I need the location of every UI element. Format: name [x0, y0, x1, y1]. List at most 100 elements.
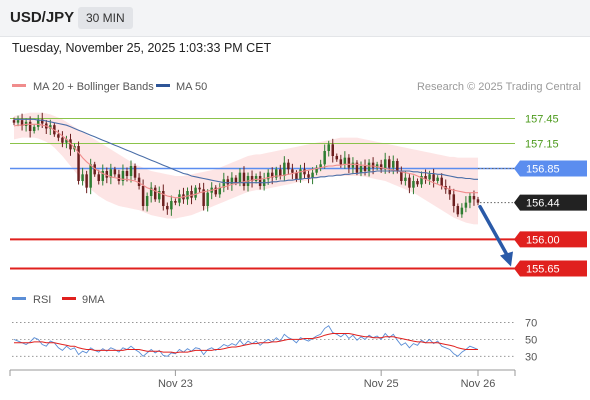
candle-body	[20, 120, 24, 126]
candle-body	[85, 174, 88, 188]
legend-swatch-ma50	[156, 84, 170, 87]
level-label-156.44: 156.44	[526, 198, 560, 210]
candle-body	[311, 172, 314, 178]
candle-body	[186, 191, 189, 200]
timestamp: Tuesday, November 25, 2025 1:03:33 PM CE…	[12, 41, 272, 55]
candle-body	[250, 176, 254, 181]
candle-body	[89, 164, 92, 188]
candle-body	[141, 186, 145, 206]
candle-body	[327, 144, 330, 151]
level-tag-bg-156.00	[514, 231, 587, 248]
candle-body	[303, 169, 306, 175]
candle-body	[129, 166, 133, 176]
candle-body	[319, 164, 322, 168]
time-axis: Nov 23 Nov 25 Nov 26	[9, 369, 516, 390]
candle-body	[275, 169, 278, 178]
rsi-tick-label: 30	[525, 351, 537, 363]
rsi-tick-label: 50	[525, 334, 537, 346]
candle-body	[28, 121, 32, 131]
candle-body	[77, 146, 80, 181]
candle-body	[170, 201, 173, 210]
legend-ma20: MA 20 + Bollinger Bands	[33, 81, 154, 93]
candle-body	[404, 177, 407, 181]
candle-body	[440, 177, 443, 186]
candle-body	[158, 191, 161, 200]
candle-body	[222, 179, 226, 188]
candle-body	[133, 166, 137, 178]
level-label-156.85: 156.85	[526, 164, 560, 176]
candle-body	[416, 181, 419, 185]
candle-body	[214, 187, 217, 195]
candle-body	[101, 171, 105, 181]
candle-body	[121, 171, 125, 181]
candle-body	[383, 159, 387, 170]
symbol-title: USD/JPY	[10, 9, 75, 26]
candle-body	[363, 166, 367, 171]
candle-body	[351, 162, 355, 168]
rsi-panel: 70 50 30	[12, 317, 537, 363]
candle-body	[299, 169, 302, 180]
research-credit: Research © 2025 Trading Central	[417, 81, 581, 93]
candle-body	[343, 157, 347, 165]
candle-body	[287, 162, 290, 170]
candle-body	[194, 187, 197, 198]
candle-body	[109, 169, 113, 178]
candle-body	[460, 207, 464, 215]
chart-header: USD/JPY 30 MIN	[0, 0, 590, 37]
candle-body	[266, 172, 270, 180]
candle-body	[392, 161, 395, 168]
candle-body	[93, 164, 96, 175]
candle-body	[61, 137, 64, 143]
candle-body	[16, 120, 20, 123]
interval-badge[interactable]: 30 MIN	[78, 7, 133, 29]
candle-body	[270, 172, 274, 178]
candle-body	[12, 120, 16, 123]
candle-body	[57, 134, 60, 138]
level-label-157.15: 157.15	[525, 139, 559, 151]
level-label-156.00: 156.00	[526, 234, 560, 246]
forecast-arrow	[478, 204, 511, 261]
candle-body	[335, 156, 339, 160]
candle-body	[230, 177, 234, 185]
candle-body	[412, 181, 415, 188]
candle-body	[347, 157, 351, 168]
candle-body	[117, 174, 121, 181]
legend-swatch-ma20	[12, 84, 26, 87]
candle-body	[396, 161, 399, 171]
candle-body	[283, 162, 286, 176]
candle-body	[400, 171, 403, 181]
candle-body	[153, 187, 157, 200]
candle-body	[49, 125, 52, 129]
legend-swatch-rsi	[12, 297, 26, 300]
candle-body	[436, 177, 439, 181]
candle-body	[258, 176, 262, 186]
candle-body	[202, 189, 205, 206]
x-tick-label: Nov 23	[158, 378, 193, 390]
candle-body	[472, 196, 476, 200]
level-labels: 157.45 157.15 156.85 156.00 155.65 156.44	[514, 114, 587, 277]
candle-body	[145, 196, 149, 206]
candle-body	[149, 187, 153, 196]
candle-body	[40, 119, 44, 124]
candle-body	[375, 164, 379, 168]
candle-body	[371, 162, 375, 168]
rsi-9ma-line	[14, 333, 478, 354]
level-label-157.45: 157.45	[525, 114, 559, 126]
candle-body	[198, 187, 201, 190]
legend-rsi: RSI	[33, 294, 51, 306]
candle-body	[113, 169, 117, 175]
candle-body	[420, 176, 423, 185]
candle-body	[448, 189, 452, 195]
candle-body	[166, 206, 169, 210]
level-tag-bg-155.65	[514, 260, 587, 277]
candle-body	[315, 167, 318, 173]
rsi-tick-label: 70	[525, 317, 537, 329]
candle-body	[464, 202, 468, 208]
candle-body	[468, 196, 472, 203]
candle-body	[174, 201, 177, 203]
legend-9ma: 9MA	[82, 294, 105, 306]
rsi-line	[13, 325, 479, 357]
candle-body	[476, 199, 480, 203]
candle-body	[65, 139, 68, 143]
